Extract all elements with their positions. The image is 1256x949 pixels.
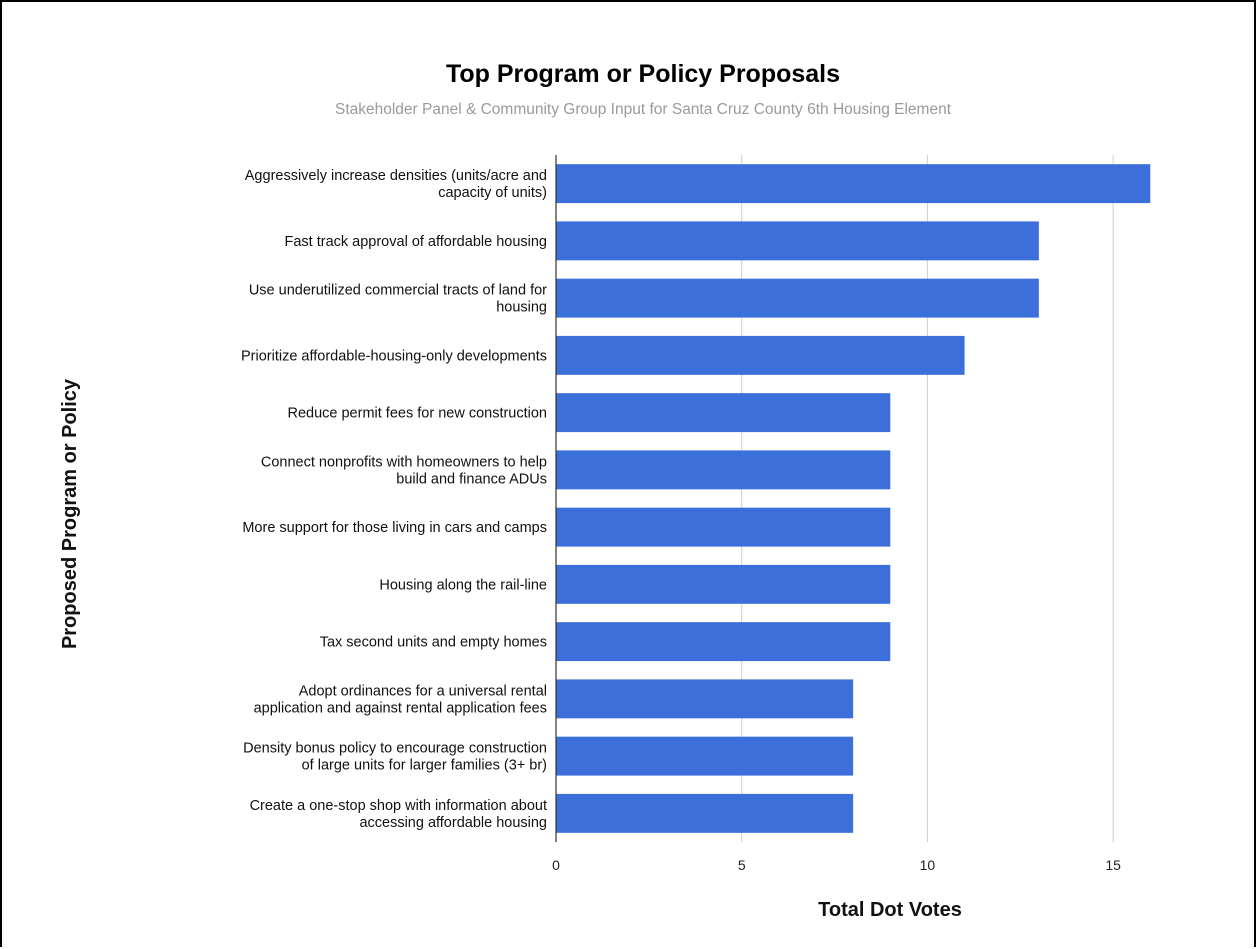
bar	[556, 564, 891, 604]
bar	[556, 221, 1039, 261]
x-axis-title: Total Dot Votes	[818, 899, 962, 921]
category-label: Tax second units and empty homes	[320, 635, 547, 651]
x-tick-label: 15	[1105, 857, 1121, 873]
bar	[556, 335, 965, 375]
bar	[556, 393, 891, 433]
bar	[556, 622, 891, 662]
bar	[556, 736, 854, 776]
category-label: Fast track approval of affordable housin…	[284, 234, 547, 250]
category-label: Connect nonprofits with homeowners to he…	[261, 454, 547, 470]
category-label: Housing along the rail-line	[379, 577, 547, 593]
category-label: application and against rental applicati…	[254, 700, 547, 716]
category-label: Density bonus policy to encourage constr…	[243, 741, 547, 757]
category-label: capacity of units)	[438, 185, 547, 201]
category-label: Adopt ordinances for a universal rental	[299, 683, 547, 699]
bar	[556, 164, 1151, 204]
x-tick-label: 0	[552, 857, 560, 873]
x-axis-ticks: 0 5 10 15	[552, 857, 1121, 873]
category-label: Prioritize affordable-housing-only devel…	[241, 348, 547, 364]
category-label: Aggressively increase densities (units/a…	[245, 168, 547, 184]
bar	[556, 278, 1039, 318]
category-label: Use underutilized commercial tracts of l…	[249, 283, 547, 299]
category-label: accessing affordable housing	[359, 815, 547, 831]
category-label: housing	[496, 300, 547, 316]
category-label: More support for those living in cars an…	[242, 520, 547, 536]
category-label: Create a one-stop shop with information …	[250, 798, 547, 814]
x-tick-label: 5	[738, 857, 746, 873]
chart-subtitle: Stakeholder Panel & Community Group Inpu…	[335, 101, 952, 118]
category-label: Reduce permit fees for new construction	[287, 406, 547, 422]
bar	[556, 507, 891, 547]
x-tick-label: 10	[920, 857, 936, 873]
chart-title: Top Program or Policy Proposals	[446, 60, 840, 88]
y-axis-title: Proposed Program or Policy	[59, 378, 81, 649]
category-label: of large units for larger families (3+ b…	[302, 758, 547, 774]
bars	[556, 164, 1151, 833]
category-label: build and finance ADUs	[396, 471, 547, 487]
category-labels: Aggressively increase densities (units/a…	[241, 168, 547, 831]
bar	[556, 679, 854, 719]
gridlines	[741, 155, 1114, 842]
bar	[556, 450, 891, 490]
bar	[556, 793, 854, 833]
